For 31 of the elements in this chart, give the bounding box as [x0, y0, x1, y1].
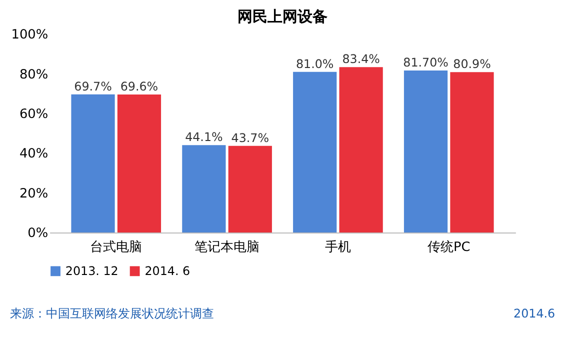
y-tick-label: 100% — [11, 28, 48, 43]
y-tick-label: 0% — [28, 226, 48, 241]
data-label: 81.70% — [403, 56, 448, 70]
data-label: 81.0% — [296, 56, 334, 71]
legend-label: 2014. 6 — [144, 264, 190, 278]
data-label: 80.9% — [453, 57, 491, 72]
bar — [339, 67, 383, 232]
bar — [182, 145, 226, 232]
bar — [450, 72, 494, 232]
x-tick-label: 手机 — [324, 240, 351, 255]
y-tick-label: 60% — [19, 107, 48, 122]
text: 2014.6 — [514, 306, 556, 321]
bar — [71, 94, 115, 232]
data-label: 44.1% — [185, 130, 223, 144]
x-tick-label: 笔记本电脑 — [194, 240, 260, 255]
bar — [293, 72, 337, 232]
x-tick-label: 传统PC — [428, 240, 470, 255]
bar — [404, 70, 448, 232]
chart-title: 网民上网设备 — [238, 7, 328, 26]
bar — [228, 146, 272, 232]
legend-label: 2013. 12 — [65, 264, 118, 278]
data-label: 69.7% — [74, 79, 112, 94]
bar — [117, 94, 162, 232]
y-tick-label: 80% — [19, 67, 48, 82]
data-label: 43.7% — [231, 130, 270, 145]
x-tick-label: 台式电脑 — [90, 240, 142, 255]
source-note: 来源：中国互联网络发展状况统计调查 — [10, 306, 214, 321]
y-tick-label: 40% — [19, 146, 48, 162]
y-tick-label: 20% — [19, 186, 48, 202]
data-label: 69.6% — [120, 80, 158, 94]
data-label: 83.4% — [342, 52, 380, 66]
